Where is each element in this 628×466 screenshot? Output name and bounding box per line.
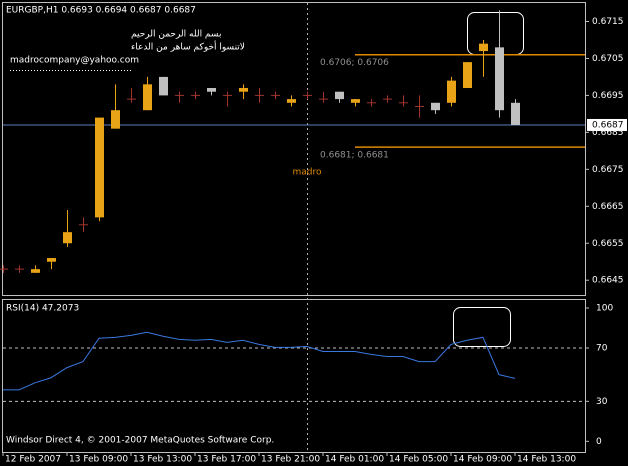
x-tick-label: 13 Feb 17:00 xyxy=(197,455,256,465)
y-tick-label: 0.6665 xyxy=(592,202,624,212)
candle-body xyxy=(207,88,216,92)
candle-body xyxy=(63,232,72,244)
footer: Windsor Direct 4, © 2001-2007 MetaQuotes… xyxy=(6,436,274,446)
note: بسم الله الرحمن الرحيم xyxy=(131,30,221,40)
y-tick-label: 30 xyxy=(596,397,608,407)
x-tick-label: 13 Feb 13:00 xyxy=(133,455,192,465)
x-tick-label: 13 Feb 09:00 xyxy=(69,455,128,465)
current-price-label: 0.6687 xyxy=(592,120,624,130)
level-label: 0.6706; 0.6706 xyxy=(320,58,389,68)
candle-body xyxy=(143,84,152,111)
y-tick-label: 0 xyxy=(596,437,602,447)
y-tick-label: 0.6645 xyxy=(592,276,624,286)
candle-body xyxy=(95,117,104,218)
rsi-line xyxy=(3,331,516,391)
x-tick-label: 12 Feb 2007 xyxy=(5,455,61,465)
y-tick-label: 70 xyxy=(596,344,608,354)
y-tick-label: 0.6685 xyxy=(592,128,624,138)
candle-body xyxy=(431,102,440,111)
candle-body xyxy=(239,88,248,92)
current-price-box xyxy=(587,118,627,131)
y-tick-label: 0.6695 xyxy=(592,91,624,101)
candle-body xyxy=(511,102,520,125)
x-tick-label: 13 Feb 21:00 xyxy=(261,455,320,465)
candle-body xyxy=(47,258,56,262)
candle-body xyxy=(351,99,360,103)
note: madrocompany@yahoo.com xyxy=(10,56,139,66)
x-tick-label: 14 Feb 13:00 xyxy=(517,455,576,465)
candle-body xyxy=(447,80,456,103)
y-tick-label: 0.6705 xyxy=(592,54,624,64)
candle-body xyxy=(495,47,504,111)
x-tick-label: 14 Feb 01:00 xyxy=(325,455,384,465)
y-tick-label: 0.6715 xyxy=(592,17,624,27)
price-panel xyxy=(2,2,586,296)
candle-body xyxy=(31,269,40,273)
candle-body xyxy=(479,43,488,52)
rsi-panel xyxy=(2,299,586,453)
chart-title: EURGBP,H1 0.6693 0.6694 0.6687 0.6687 xyxy=(6,6,196,16)
candle-body xyxy=(111,110,120,129)
level-label: 0.6681; 0.6681 xyxy=(320,151,389,161)
candle-body xyxy=(159,76,168,96)
y-tick-label: 0.6655 xyxy=(592,239,624,249)
x-tick-label: 14 Feb 09:00 xyxy=(453,455,512,465)
y-tick-label: 0.6675 xyxy=(592,165,624,175)
candle-body xyxy=(463,62,472,89)
note: لاتنسوا أخوكم ساهر من الدعاء xyxy=(131,41,245,53)
candle-body xyxy=(335,91,344,100)
highlight-box xyxy=(453,307,511,347)
rsi-title: RSI(14) 47.2073 xyxy=(6,304,79,314)
candle-body xyxy=(287,99,296,103)
annotation: madro xyxy=(292,168,321,178)
y-tick-label: 100 xyxy=(596,304,613,314)
x-tick-label: 14 Feb 05:00 xyxy=(389,455,448,465)
